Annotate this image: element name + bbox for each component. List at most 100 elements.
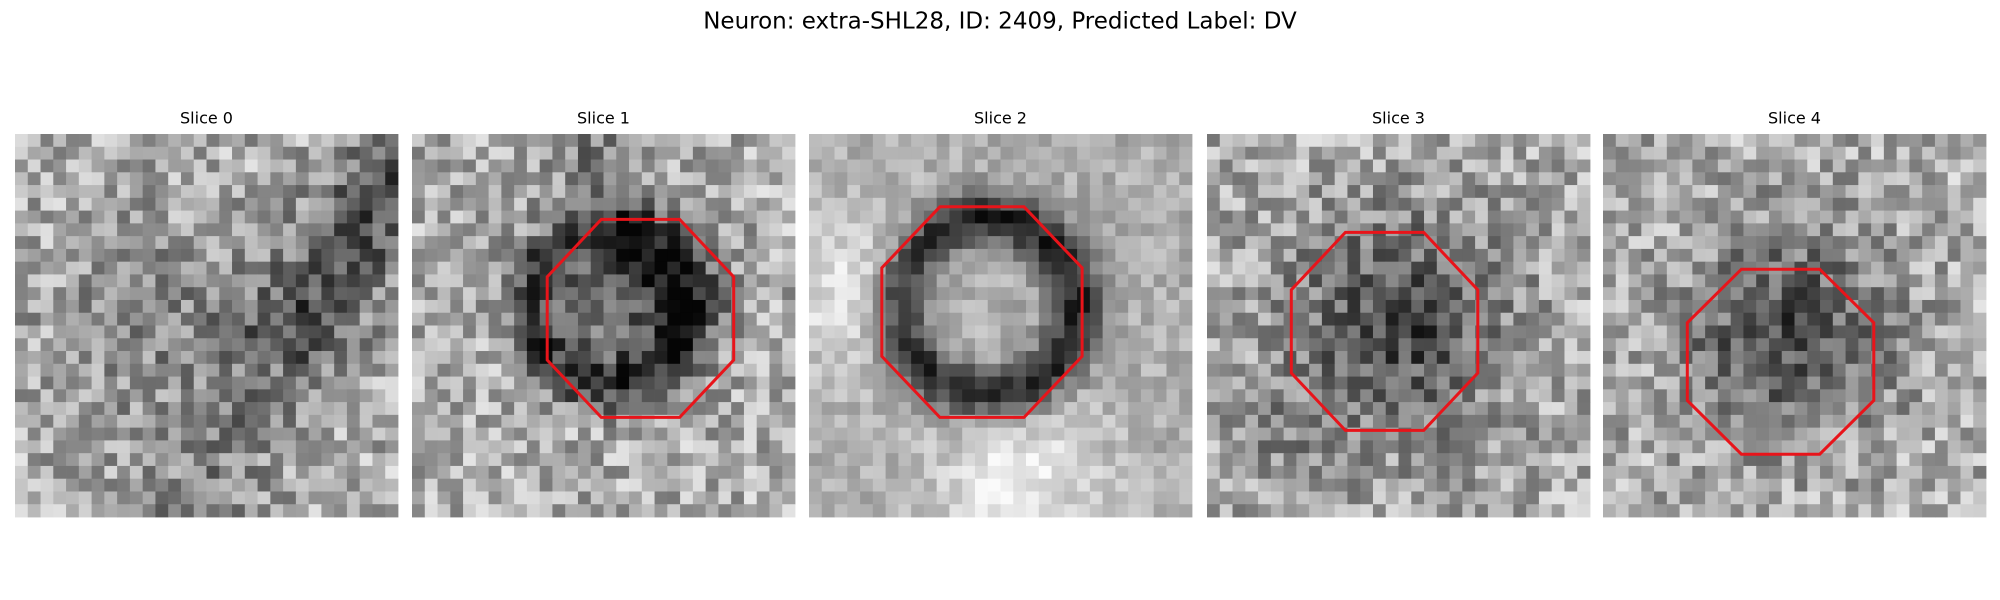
pixel — [1615, 427, 1629, 441]
pixel — [359, 287, 373, 301]
pixel — [616, 504, 630, 518]
pixel — [488, 427, 502, 441]
pixel — [40, 236, 54, 250]
pixel — [1153, 376, 1167, 390]
pixel — [1730, 134, 1744, 148]
pixel — [743, 325, 758, 339]
pixel — [1077, 299, 1091, 314]
pixel — [718, 299, 732, 314]
pixel — [680, 172, 694, 186]
pixel — [27, 491, 41, 505]
pixel — [104, 312, 118, 326]
pixel — [987, 491, 1001, 505]
pixel — [1692, 338, 1706, 352]
pixel — [206, 427, 220, 441]
pixel — [1756, 338, 1770, 352]
pixel — [692, 223, 707, 237]
pixel — [860, 287, 874, 301]
pixel — [1334, 312, 1348, 326]
pixel — [1179, 402, 1193, 416]
pixel — [1258, 351, 1272, 365]
pixel — [1309, 210, 1323, 224]
pixel — [1922, 376, 1936, 390]
pixel — [308, 146, 322, 160]
pixel — [1832, 389, 1846, 403]
pixel — [1398, 172, 1412, 186]
pixel — [206, 287, 220, 301]
pixel — [1128, 159, 1142, 173]
pixel — [385, 351, 399, 365]
pixel — [743, 465, 758, 480]
pixel — [680, 210, 694, 224]
pixel — [1245, 287, 1259, 301]
pixel — [680, 146, 694, 160]
pixel — [1679, 236, 1693, 250]
pixel — [180, 312, 195, 326]
pixel — [1730, 236, 1744, 250]
pixel — [1449, 351, 1463, 365]
pixel — [1717, 376, 1732, 390]
pixel — [206, 338, 220, 352]
pixel — [743, 287, 758, 301]
pixel — [244, 465, 258, 480]
pixel — [270, 363, 284, 377]
pixel — [847, 478, 861, 492]
pixel — [1781, 248, 1795, 263]
pixel — [437, 478, 451, 492]
pixel — [974, 325, 989, 339]
pixel — [1973, 453, 1987, 467]
pixel — [1947, 465, 1961, 480]
pixel — [104, 146, 118, 160]
pixel — [1679, 223, 1693, 237]
pixel — [1692, 491, 1706, 505]
pixel — [1398, 223, 1412, 237]
pixel — [514, 261, 528, 275]
pixel — [321, 325, 335, 339]
pixel — [1258, 427, 1272, 441]
pixel — [1449, 236, 1463, 250]
pixel — [1179, 389, 1193, 403]
pixel — [1883, 351, 1898, 365]
pixel — [898, 414, 912, 429]
pixel — [1820, 248, 1834, 263]
pixel — [1038, 185, 1052, 199]
pixel — [987, 478, 1001, 492]
pixel — [898, 172, 912, 186]
pixel — [885, 325, 899, 339]
pixel — [1270, 159, 1284, 173]
pixel — [1411, 338, 1425, 352]
pixel — [1166, 440, 1180, 454]
pixel — [180, 299, 195, 314]
pixel — [1743, 185, 1757, 199]
pixel — [1794, 427, 1808, 441]
pixel — [514, 453, 528, 467]
pixel — [1385, 299, 1399, 314]
pixel — [450, 261, 464, 275]
pixel — [450, 197, 464, 211]
pixel — [15, 402, 29, 416]
pixel — [1858, 223, 1872, 237]
pixel — [244, 427, 258, 441]
pixel — [155, 274, 169, 288]
pixel — [1807, 453, 1821, 467]
pixel — [295, 363, 310, 377]
pixel — [15, 491, 29, 505]
pixel — [1258, 236, 1272, 250]
pixel — [821, 236, 835, 250]
pixel — [923, 312, 938, 326]
pixel — [463, 197, 477, 211]
pixel — [911, 453, 925, 467]
pixel — [552, 223, 566, 237]
pixel — [756, 223, 770, 237]
pixel — [1411, 210, 1425, 224]
pixel — [1089, 299, 1104, 314]
pixel — [346, 261, 361, 275]
pixel — [40, 427, 54, 441]
pixel — [1026, 312, 1040, 326]
pixel — [1845, 363, 1859, 377]
pixel — [321, 376, 335, 390]
pixel — [654, 389, 668, 403]
pixel — [1679, 465, 1693, 480]
pixel — [1973, 299, 1987, 314]
pixel — [565, 376, 579, 390]
